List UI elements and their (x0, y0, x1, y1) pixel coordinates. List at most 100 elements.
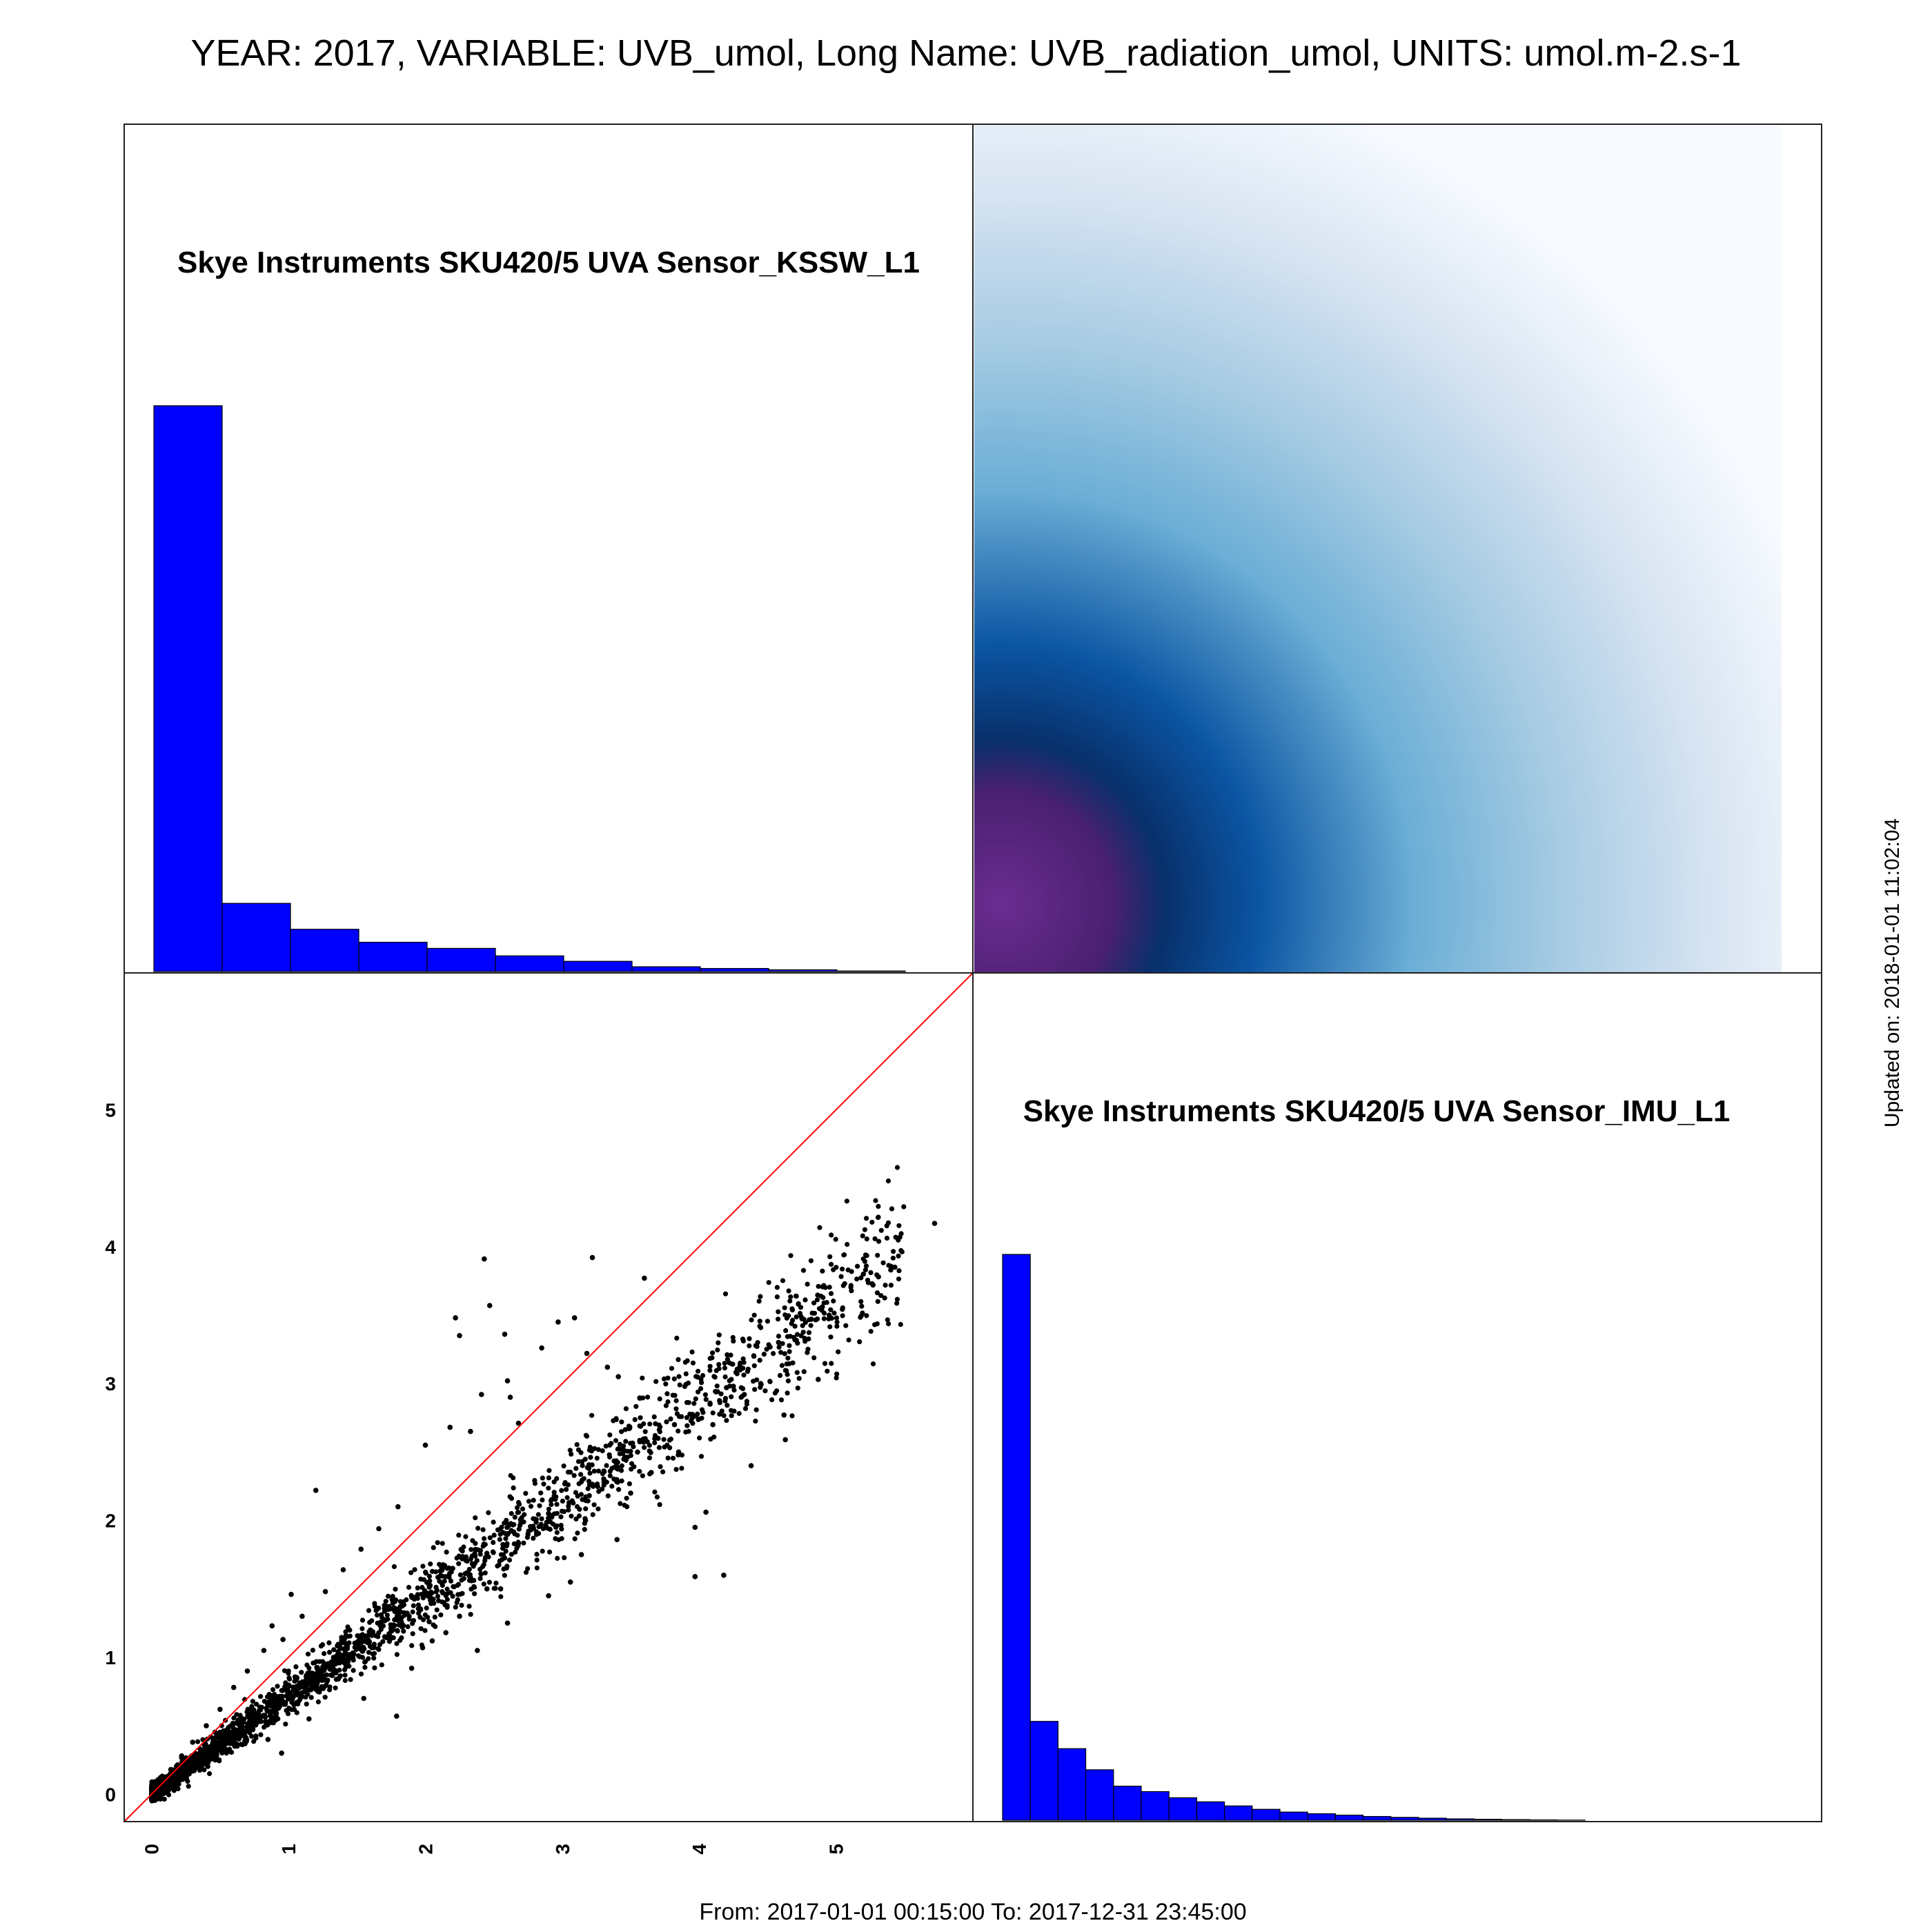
scatter-point (342, 1657, 347, 1662)
scatter-point (472, 1561, 477, 1566)
scatter-point (546, 1475, 551, 1481)
scatter-point (444, 1586, 450, 1592)
scatter-point (696, 1389, 701, 1394)
histogram-imu-bar (1307, 1813, 1336, 1821)
scatter-point (250, 1726, 256, 1732)
scatter-point (857, 1339, 862, 1345)
scatter-point (539, 1345, 544, 1351)
scatter-point (203, 1751, 209, 1757)
scatter-point (693, 1396, 698, 1401)
scatter-point (459, 1577, 464, 1583)
scatter-point (676, 1357, 681, 1362)
scatter-point (493, 1580, 499, 1586)
scatter-point (663, 1403, 669, 1408)
scatter-point (553, 1536, 558, 1541)
scatter-point (358, 1641, 364, 1646)
scatter-point (279, 1751, 284, 1756)
scatter-point (230, 1729, 235, 1735)
scatter-point (390, 1600, 395, 1606)
scatter-point (380, 1616, 386, 1622)
scatter-point (707, 1368, 713, 1373)
scatter-point (333, 1685, 338, 1690)
scatter-point (206, 1746, 211, 1752)
scatter-point (826, 1312, 832, 1318)
scatter-point (734, 1371, 740, 1377)
scatter-point (246, 1713, 253, 1718)
scatter-point (865, 1277, 871, 1283)
scatter-point (559, 1526, 564, 1532)
x-tick-label: 3 (552, 1844, 573, 1855)
scatter-point (482, 1558, 488, 1564)
scatter-point (507, 1494, 513, 1499)
scatter-point (699, 1380, 704, 1386)
scatter-point (875, 1252, 880, 1258)
scatter-point (580, 1497, 585, 1502)
scatter-point (670, 1455, 676, 1461)
scatter-point (235, 1744, 240, 1749)
scatter-point (889, 1206, 895, 1212)
scatter-point (371, 1642, 377, 1647)
histogram-kssw-bar (426, 947, 496, 972)
scatter-point (647, 1421, 653, 1427)
scatter-point (540, 1497, 545, 1503)
scatter-point (258, 1732, 264, 1737)
scatter-point (578, 1472, 584, 1477)
scatter-point (428, 1561, 433, 1567)
scatter-point (882, 1295, 887, 1301)
scatter-point (351, 1668, 356, 1673)
scatter-point (504, 1566, 509, 1571)
scatter-point (299, 1670, 304, 1675)
scatter-point (637, 1423, 642, 1429)
scatter-point (515, 1539, 521, 1545)
scatter-point (793, 1293, 799, 1299)
scatter-point (798, 1305, 804, 1310)
scatter-point (787, 1349, 792, 1354)
scatter-point (561, 1463, 566, 1469)
scatter-point (789, 1413, 795, 1419)
scatter-point (843, 1323, 849, 1328)
scatter-point (382, 1608, 388, 1614)
scatter-point (858, 1275, 864, 1281)
scatter-point (508, 1521, 514, 1526)
scatter-point (707, 1401, 713, 1407)
scatter-point (218, 1746, 224, 1751)
reference-line (124, 972, 974, 1822)
scatter-point (710, 1421, 716, 1428)
scatter-point (753, 1419, 758, 1424)
scatter-point (623, 1439, 629, 1444)
scatter-point (689, 1415, 696, 1421)
scatter-point (337, 1667, 342, 1673)
scatter-point (358, 1546, 364, 1552)
histogram-kssw (153, 405, 906, 972)
scatter-point (213, 1740, 219, 1746)
scatter-point (500, 1546, 506, 1551)
scatter-point (225, 1727, 230, 1733)
scatter-point (377, 1642, 383, 1647)
scatter-point (722, 1291, 729, 1297)
scatter-point (480, 1527, 486, 1532)
scatter-point (497, 1537, 502, 1542)
histogram-imu-bar (1057, 1748, 1087, 1821)
scatter-point (352, 1644, 357, 1650)
scatter-point (722, 1396, 729, 1401)
scatter-point (342, 1677, 348, 1684)
scatter-point (805, 1281, 810, 1287)
scatter-point (299, 1613, 305, 1619)
scatter-point (451, 1584, 456, 1589)
scatter-point (304, 1674, 309, 1679)
scatter-point (197, 1762, 202, 1767)
scatter-point (785, 1378, 791, 1383)
scatter-point (715, 1389, 720, 1394)
scatter-point (366, 1608, 372, 1613)
scatter-point (622, 1427, 628, 1432)
histogram-kssw-bar (836, 970, 906, 972)
scatter-point (703, 1509, 709, 1515)
scatter-point (637, 1437, 642, 1443)
scatter-point (640, 1395, 646, 1401)
scatter-point (546, 1593, 551, 1599)
scatter-point (679, 1466, 684, 1471)
scatter-point (609, 1483, 615, 1489)
scatter-point (876, 1274, 881, 1280)
scatter-point (661, 1376, 667, 1381)
